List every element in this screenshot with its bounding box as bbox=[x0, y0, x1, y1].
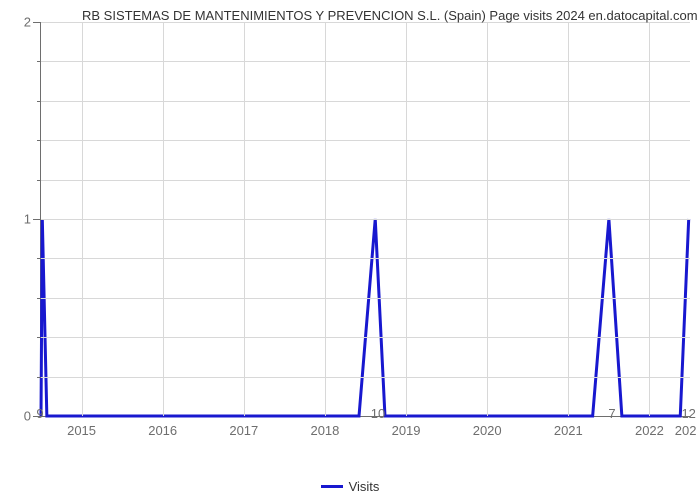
y-tick-minor bbox=[37, 377, 41, 378]
y-tick-minor bbox=[37, 337, 41, 338]
gridline-vertical bbox=[163, 22, 164, 416]
gridline-vertical bbox=[649, 22, 650, 416]
x-tick-label: 2019 bbox=[392, 423, 421, 438]
gridline-horizontal-minor bbox=[41, 377, 690, 378]
x-tick-label: 202 bbox=[675, 423, 697, 438]
gridline-horizontal-minor bbox=[41, 298, 690, 299]
y-tick-minor bbox=[37, 140, 41, 141]
y-tick-label: 2 bbox=[13, 15, 31, 30]
gridline-horizontal-minor bbox=[41, 61, 690, 62]
gridline-vertical bbox=[244, 22, 245, 416]
x-tick-label: 2020 bbox=[473, 423, 502, 438]
x-tick-label: 2018 bbox=[310, 423, 339, 438]
plot-area: 01220152016201720182019202020212022202 bbox=[40, 22, 690, 417]
chart-title: RB SISTEMAS DE MANTENIMIENTOS Y PREVENCI… bbox=[82, 8, 698, 23]
gridline-horizontal-minor bbox=[41, 258, 690, 259]
gridline-horizontal-minor bbox=[41, 140, 690, 141]
gridline-vertical bbox=[406, 22, 407, 416]
gridline-vertical bbox=[325, 22, 326, 416]
legend-swatch bbox=[321, 485, 343, 488]
gridline-horizontal-minor bbox=[41, 180, 690, 181]
gridline-vertical bbox=[487, 22, 488, 416]
y-tick-minor bbox=[37, 61, 41, 62]
y-tick-minor bbox=[37, 258, 41, 259]
x-secondary-label: 10 bbox=[371, 406, 385, 421]
y-tick-minor bbox=[37, 180, 41, 181]
gridline-vertical bbox=[82, 22, 83, 416]
x-tick-label: 2022 bbox=[635, 423, 664, 438]
x-tick-label: 2017 bbox=[229, 423, 258, 438]
x-secondary-label: 9 bbox=[36, 406, 43, 421]
x-tick-label: 2015 bbox=[67, 423, 96, 438]
gridline-horizontal bbox=[41, 219, 690, 220]
legend-label: Visits bbox=[349, 479, 380, 494]
gridline-horizontal-minor bbox=[41, 101, 690, 102]
y-tick-major bbox=[33, 22, 41, 23]
x-tick-label: 2021 bbox=[554, 423, 583, 438]
y-tick-major bbox=[33, 219, 41, 220]
x-tick-label: 2016 bbox=[148, 423, 177, 438]
x-secondary-label: 7 bbox=[608, 406, 615, 421]
x-secondary-labels: 910712 bbox=[40, 405, 690, 421]
gridline-horizontal-minor bbox=[41, 337, 690, 338]
y-tick-minor bbox=[37, 298, 41, 299]
legend: Visits bbox=[0, 479, 700, 494]
x-secondary-label: 12 bbox=[681, 406, 695, 421]
y-tick-minor bbox=[37, 101, 41, 102]
line-chart: RB SISTEMAS DE MANTENIMIENTOS Y PREVENCI… bbox=[40, 8, 690, 445]
gridline-vertical bbox=[568, 22, 569, 416]
y-tick-label: 1 bbox=[13, 212, 31, 227]
y-tick-label: 0 bbox=[13, 409, 31, 424]
